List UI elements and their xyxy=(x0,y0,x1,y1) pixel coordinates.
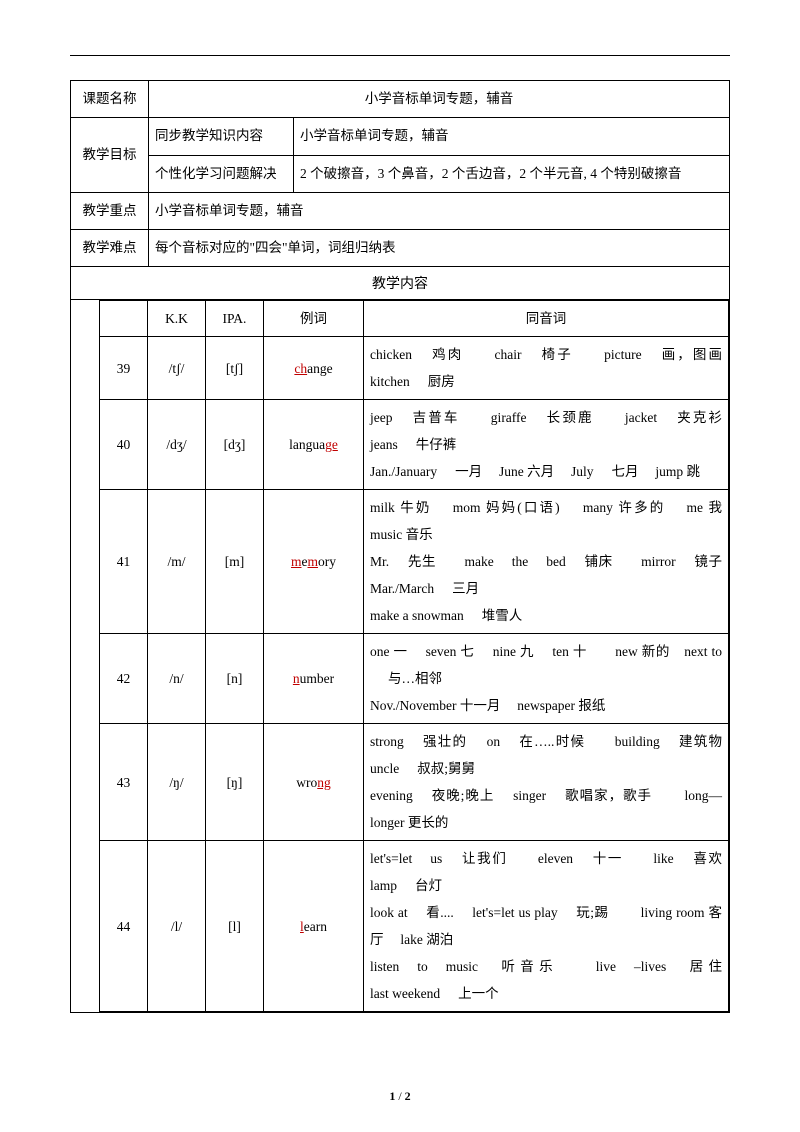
col-ipa: IPA. xyxy=(206,301,264,337)
table-row: 39/tʃ/[tʃ]changechicken鸡肉 chair椅子 pictur… xyxy=(100,337,729,400)
cell-example: number xyxy=(264,634,364,724)
col-homonym: 同音词 xyxy=(364,301,729,337)
cell-example: wrong xyxy=(264,724,364,841)
cell-ipa: [ŋ] xyxy=(206,724,264,841)
meta-sync-label: 同步教学知识内容 xyxy=(149,118,294,155)
table-row: 40/dʒ/[dʒ]languagejeep吉普车 giraffe长颈鹿 jac… xyxy=(100,400,729,490)
meta-label-topic: 课题名称 xyxy=(71,81,149,118)
cell-example: change xyxy=(264,337,364,400)
cell-num: 42 xyxy=(100,634,148,724)
meta-personal-label: 个性化学习问题解决 xyxy=(149,155,294,192)
cell-ipa: [l] xyxy=(206,841,264,1012)
cell-words: milk 牛奶 mom 妈妈(口语) many 许多的 me 我 music 音… xyxy=(364,490,729,634)
cell-kk: /dʒ/ xyxy=(148,400,206,490)
meta-label-focus: 教学重点 xyxy=(71,192,149,229)
cell-num: 39 xyxy=(100,337,148,400)
cell-kk: /tʃ/ xyxy=(148,337,206,400)
table-row: 41/m/[m]memorymilk 牛奶 mom 妈妈(口语) many 许多… xyxy=(100,490,729,634)
cell-ipa: [m] xyxy=(206,490,264,634)
table-row: 42/n/[n]numberone 一seven 七 nine 九 ten 十 … xyxy=(100,634,729,724)
cell-num: 44 xyxy=(100,841,148,1012)
cell-num: 43 xyxy=(100,724,148,841)
cell-words: let's=letus让我们 eleven十一 like喜欢 lamp台灯loo… xyxy=(364,841,729,1012)
cell-ipa: [n] xyxy=(206,634,264,724)
top-rule xyxy=(70,55,730,56)
cell-words: strong强壮的 on在…..时候 building建筑物 uncle叔叔;舅… xyxy=(364,724,729,841)
cell-words: one 一seven 七 nine 九 ten 十 new 新的 next to… xyxy=(364,634,729,724)
cell-example: learn xyxy=(264,841,364,1012)
cell-num: 40 xyxy=(100,400,148,490)
table-body: 39/tʃ/[tʃ]changechicken鸡肉 chair椅子 pictur… xyxy=(100,337,729,1012)
meta-table: 课题名称 小学音标单词专题，辅音 教学目标 同步教学知识内容 小学音标单词专题，… xyxy=(70,80,730,267)
page-sep: / xyxy=(395,1089,404,1103)
meta-value-topic: 小学音标单词专题，辅音 xyxy=(149,81,730,118)
cell-words: jeep吉普车 giraffe长颈鹿 jacket夹克衫 jeans牛仔裤Jan… xyxy=(364,400,729,490)
meta-label-goal: 教学目标 xyxy=(71,118,149,193)
cell-example: memory xyxy=(264,490,364,634)
page-number: 1 / 2 xyxy=(0,1089,800,1104)
cell-example: language xyxy=(264,400,364,490)
meta-value-difficulty: 每个音标对应的"四会"单词，词组归纳表 xyxy=(149,230,730,267)
meta-sync-value: 小学音标单词专题，辅音 xyxy=(294,118,730,155)
table-row: 43/ŋ/[ŋ]wrongstrong强壮的 on在…..时候 building… xyxy=(100,724,729,841)
cell-kk: /ŋ/ xyxy=(148,724,206,841)
cell-kk: /n/ xyxy=(148,634,206,724)
col-kk: K.K xyxy=(148,301,206,337)
meta-personal-value: 2 个破擦音，3 个鼻音，2 个舌边音，2 个半元音, 4 个特别破擦音 xyxy=(294,155,730,192)
col-blank xyxy=(100,301,148,337)
meta-value-focus: 小学音标单词专题，辅音 xyxy=(149,192,730,229)
meta-label-difficulty: 教学难点 xyxy=(71,230,149,267)
cell-ipa: [dʒ] xyxy=(206,400,264,490)
section-title: 教学内容 xyxy=(70,267,730,300)
cell-words: chicken鸡肉 chair椅子 picture画，图画 kitchen厨房 xyxy=(364,337,729,400)
cell-num: 41 xyxy=(100,490,148,634)
table-header-row: K.K IPA. 例词 同音词 xyxy=(100,301,729,337)
cell-kk: /l/ xyxy=(148,841,206,1012)
cell-ipa: [tʃ] xyxy=(206,337,264,400)
page-total: 2 xyxy=(405,1089,411,1103)
cell-kk: /m/ xyxy=(148,490,206,634)
col-example: 例词 xyxy=(264,301,364,337)
data-table: K.K IPA. 例词 同音词 39/tʃ/[tʃ]changechicken鸡… xyxy=(99,300,729,1012)
table-row: 44/l/[l]learnlet's=letus让我们 eleven十一 lik… xyxy=(100,841,729,1012)
data-table-wrap: K.K IPA. 例词 同音词 39/tʃ/[tʃ]changechicken鸡… xyxy=(70,300,730,1013)
